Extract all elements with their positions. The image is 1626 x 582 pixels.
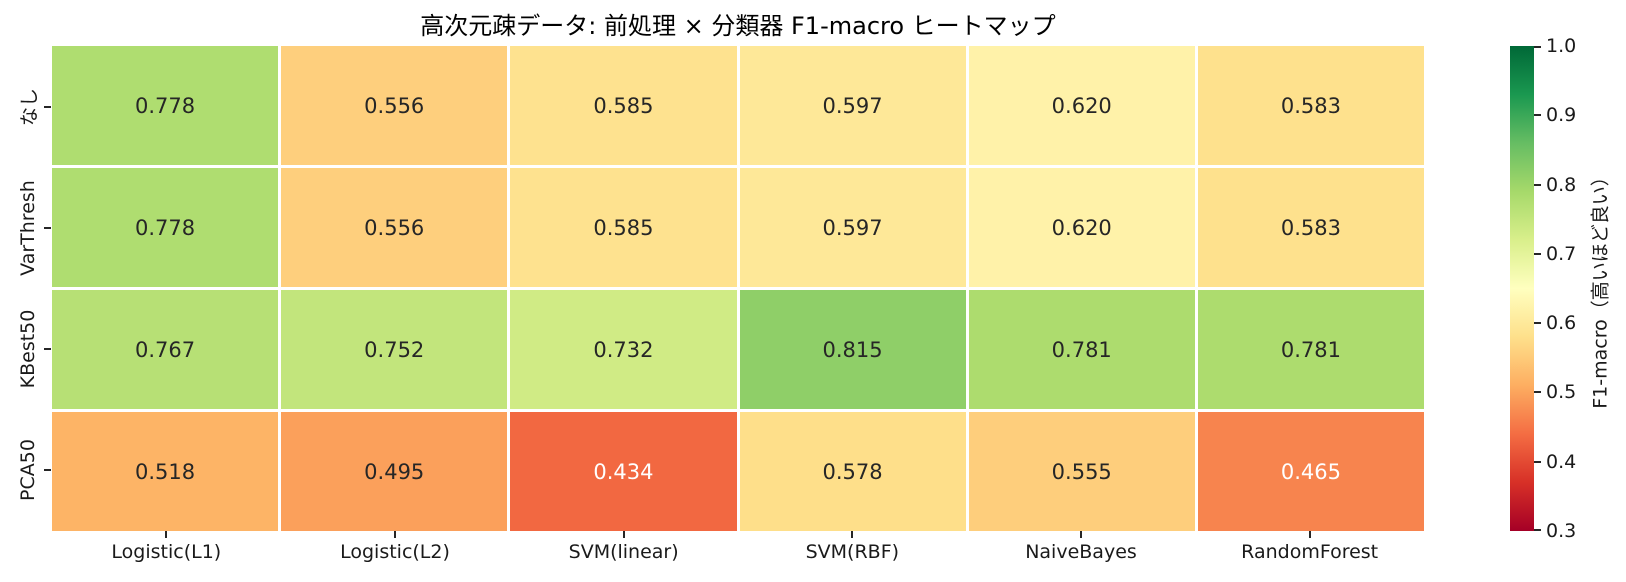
y-tick-mark: [44, 469, 51, 472]
x-tick-mark: [1308, 531, 1311, 538]
cell-value: 0.556: [364, 93, 425, 118]
cell-value: 0.767: [135, 337, 196, 362]
x-tick-label: SVM(RBF): [805, 541, 900, 563]
x-tick-label: Logistic(L2): [340, 541, 450, 563]
heatmap-cell: 0.778: [52, 46, 279, 165]
cell-value: 0.778: [135, 215, 196, 240]
x-tick-mark: [1080, 531, 1082, 538]
colorbar-tick-label: 0.7: [1546, 242, 1577, 265]
heatmap-cell: 0.555: [968, 412, 1195, 531]
x-tick-label: SVM(linear): [568, 541, 679, 563]
heatmap-cell: 0.620: [968, 168, 1195, 287]
colorbar-tick-label: 0.4: [1546, 450, 1577, 473]
y-tick-label: PCA50: [17, 439, 39, 502]
y-tick-label: なし: [18, 87, 41, 126]
cell-value: 0.518: [135, 459, 196, 484]
cell-value: 0.495: [364, 459, 425, 484]
cell-value: 0.778: [135, 93, 196, 118]
y-tick-label: VarThresh: [17, 180, 39, 276]
cell-value: 0.583: [1280, 93, 1341, 118]
heatmap-cell: 0.781: [968, 290, 1195, 409]
heatmap-cell: 0.815: [739, 290, 966, 409]
x-tick-label: Logistic(L1): [111, 541, 222, 563]
colorbar-tick-mark: [1534, 46, 1541, 48]
colorbar-tick-label: 0.6: [1546, 312, 1577, 335]
x-tick-label: RandomForest: [1241, 541, 1379, 563]
cell-value: 0.620: [1051, 93, 1112, 118]
heatmap-cell: 0.556: [281, 46, 508, 165]
chart-title: 高次元疎データ: 前処理 × 分類器 F1-macro ヒートマップ: [420, 12, 1056, 40]
colorbar-tick-mark: [1534, 252, 1541, 255]
cell-value: 0.620: [1051, 215, 1112, 240]
y-tick-mark: [44, 105, 51, 108]
heatmap-cell: 0.585: [510, 168, 737, 287]
y-tick-mark: [44, 226, 51, 229]
heatmap-cell: 0.732: [510, 290, 737, 409]
cell-value: 0.434: [593, 459, 654, 484]
colorbar-tick-label: 0.9: [1546, 104, 1577, 127]
heatmap-cell: 0.465: [1197, 412, 1424, 531]
colorbar-tick-label: 1.0: [1546, 35, 1577, 57]
heatmap-cell: 0.434: [510, 412, 737, 531]
cell-value: 0.578: [822, 459, 883, 484]
heatmap-cell: 0.583: [1197, 168, 1424, 287]
heatmap-cell: 0.583: [1197, 46, 1424, 165]
heatmap-cell: 0.495: [281, 412, 508, 531]
colorbar-tick-mark: [1534, 183, 1541, 186]
cell-value: 0.732: [593, 337, 654, 362]
cell-value: 0.585: [593, 93, 654, 118]
colorbar-tick-mark: [1534, 460, 1541, 463]
x-tick-label: NaiveBayes: [1025, 541, 1137, 563]
colorbar-tick-label: 0.8: [1546, 173, 1577, 196]
cell-value: 0.597: [822, 93, 883, 118]
cell-value: 0.583: [1280, 215, 1341, 240]
colorbar-tick-mark: [1534, 114, 1541, 117]
heatmap-grid: 0.778 0.556 0.585 0.597 0.620 0.583 0.778 0.556…: [52, 46, 1424, 531]
cell-value: 0.465: [1280, 459, 1341, 484]
heatmap-cell: 0.781: [1197, 290, 1424, 409]
cell-value: 0.752: [364, 337, 425, 362]
cell-value: 0.781: [1280, 337, 1341, 362]
y-tick-label: KBest50: [17, 309, 39, 389]
heatmap-cell: 0.778: [52, 168, 279, 287]
colorbar-tick-mark: [1534, 391, 1541, 394]
cell-value: 0.585: [593, 215, 654, 240]
heatmap-cell: 0.585: [510, 46, 737, 165]
x-tick-mark: [394, 531, 396, 538]
cell-value: 0.597: [822, 215, 883, 240]
y-tick-mark: [44, 348, 51, 351]
heatmap-cell: 0.620: [968, 46, 1195, 165]
cell-value: 0.815: [822, 337, 883, 362]
colorbar-tick-mark: [1534, 322, 1541, 325]
x-tick-mark: [165, 531, 168, 538]
heatmap-cell: 0.597: [739, 46, 966, 165]
heatmap-cell: 0.556: [281, 168, 508, 287]
heatmap-cell: 0.752: [281, 290, 508, 409]
x-tick-mark: [622, 531, 625, 538]
heatmap-cell: 0.767: [52, 290, 279, 409]
colorbar-tick-label: 0.3: [1546, 520, 1577, 542]
heatmap-cell: 0.597: [739, 168, 966, 287]
heatmap-cell: 0.518: [52, 412, 279, 531]
heatmap-cell: 0.578: [739, 412, 966, 531]
cell-value: 0.781: [1051, 337, 1112, 362]
colorbar-tick-label: 0.5: [1546, 381, 1577, 404]
x-tick-mark: [851, 531, 854, 538]
cell-value: 0.556: [364, 215, 425, 240]
colorbar: [1510, 46, 1534, 531]
colorbar-label: F1-macro（高いほど良い）: [1589, 167, 1612, 409]
cell-value: 0.555: [1051, 459, 1112, 484]
colorbar-tick-mark: [1534, 529, 1541, 531]
